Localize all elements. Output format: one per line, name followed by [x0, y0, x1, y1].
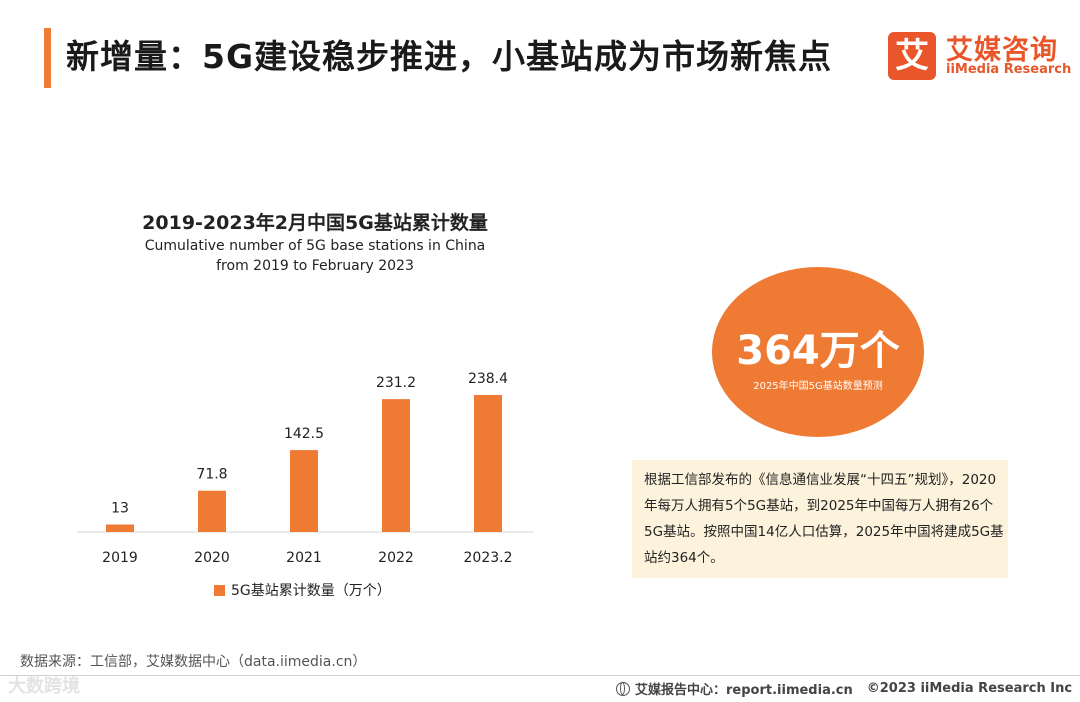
x-tick-2022: 2022 [378, 550, 414, 566]
data-source: 数据来源：工信部，艾媒数据中心（data.iimedia.cn） [20, 654, 367, 670]
data-label-2023.2: 238.4 [468, 371, 508, 387]
bar-2019 [106, 524, 134, 532]
data-label-2021: 142.5 [284, 426, 324, 442]
note-text: 根据工信部发布的《信息通信业发展“十四五”规划》，2020年每万人拥有5个5G基… [644, 472, 1004, 566]
chart-title: 2019-2023年2月中国5G基站累计数量 [142, 212, 488, 234]
bar-2023.2 [474, 395, 502, 532]
footer-copyright: ©2023 iiMedia Research Inc [866, 681, 1073, 696]
footer-divider [0, 675, 1080, 676]
watermark: 大数跨境 [8, 676, 80, 697]
bar-2020 [198, 490, 226, 532]
legend-swatch [214, 584, 225, 596]
note-box [632, 460, 1008, 578]
data-label-2020: 71.8 [196, 467, 227, 483]
x-tick-2019: 2019 [102, 550, 138, 566]
forecast-value: 364万个 [736, 328, 900, 374]
data-label-2019: 13 [111, 501, 129, 517]
logo-mark-icon: 艾 [888, 32, 936, 80]
page-title: 新增量：5G建设稳步推进，小基站成为市场新焦点 [66, 37, 833, 76]
chart-subtitle: Cumulative number of 5G base stations in… [70, 236, 560, 276]
globe-icon [616, 681, 630, 696]
chart-subtitle-line1: Cumulative number of 5G base stations in… [144, 238, 486, 254]
legend-label: 5G基站累计数量（万个） [231, 583, 391, 599]
x-tick-2020: 2020 [194, 550, 230, 566]
logo-name-cn: 艾媒咨询 [946, 35, 1058, 66]
forecast-circle [712, 267, 924, 437]
title-accent-bar [44, 28, 51, 88]
chart-legend: 5G基站累计数量（万个） [214, 580, 391, 600]
forecast-label: 2025年中国5G基站数量预测 [753, 381, 883, 392]
footer-site: 艾媒报告中心：report.iimedia.cn [635, 683, 853, 698]
bar-2022 [382, 399, 410, 532]
logo-name-en: iiMedia Research [946, 62, 1072, 77]
brand-logo: 艾 艾媒咨询 iiMedia Research [888, 28, 1072, 84]
x-tick-2023.2: 2023.2 [464, 550, 513, 566]
x-tick-2021: 2021 [286, 550, 322, 566]
chart-subtitle-line2: from 2019 to February 2023 [216, 258, 414, 274]
data-label-2022: 231.2 [376, 375, 416, 391]
footer: 艾媒报告中心：report.iimedia.cn ©2023 iiMedia R… [616, 679, 1072, 698]
bar-2021 [290, 450, 318, 532]
